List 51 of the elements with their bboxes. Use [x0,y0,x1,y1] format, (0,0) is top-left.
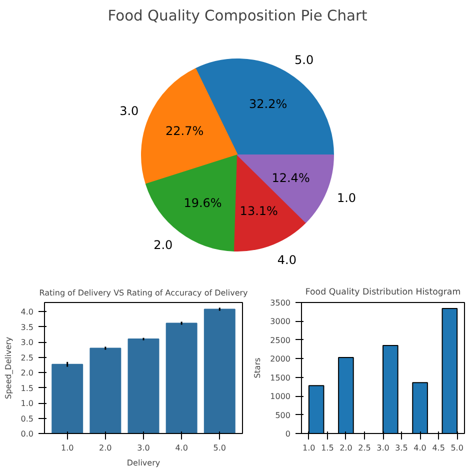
bar [128,338,160,434]
x-tick-label: 3.0 [376,444,390,452]
x-tick-label: 1.5 [321,444,334,452]
data-label: 12.4% [272,170,310,185]
y-tick-label: 0.0 [20,430,34,438]
data-label: 19.6% [184,196,222,210]
x-tick-label: 5.0 [213,444,226,452]
y-tick-label: 3.0 [20,338,34,348]
slice-label: 2.0 [154,238,173,252]
y-tick-label: 1000 [270,392,290,402]
bar [166,322,198,434]
bar [52,364,84,434]
x-axis-title: Delivery [126,458,160,468]
y-tick-label: 2.0 [20,368,34,378]
x-tick-label: 2.0 [99,444,112,452]
y-tick-label: 0.5 [20,414,34,424]
x-tick-label: 3.0 [137,444,150,452]
chart-title: Food Quality Composition Pie Chart [108,8,368,24]
chart-title: Food Quality Distribution Histogram [305,288,461,298]
x-tick-label: 4.5 [432,444,445,452]
x-tick-label: 3.5 [395,444,408,452]
y-tick-label: 1500 [270,373,290,382]
y-tick-label: 0 [285,430,291,438]
y-tick-label: 4.0 [20,308,34,317]
bar [204,308,236,434]
x-tick-label: 1.0 [302,444,316,452]
x-tick-label: 4.0 [175,444,188,452]
slice-label: 1.0 [336,191,356,206]
y-tick-label: 3500 [270,298,290,308]
y-tick-label: 2500 [270,336,290,345]
y-tick-label: 1.0 [20,399,34,408]
y-tick-label: 500 [275,410,291,420]
y-tick-label: 2000 [270,354,290,364]
x-tick-label: 4.0 [414,444,426,452]
y-axis-title: Stars [253,358,262,378]
x-tick-label: 2.5 [358,444,371,452]
x-tick-label: 1.0 [60,444,74,452]
slice-label: 5.0 [294,53,314,68]
x-tick-label: 5.0 [450,444,464,452]
y-tick-label: 3000 [270,317,290,326]
y-tick-label: 1.5 [20,384,34,393]
y-tick-label: 2.5 [20,353,34,362]
y-axis-title: Speed_Delivery [4,336,13,400]
chart-title: Rating of Delivery VS Rating of Accuracy of Delivery [39,288,248,298]
x-tick-label: 2.0 [340,444,352,452]
bar [90,348,122,434]
data-label: 13.1% [240,204,278,218]
data-label: 32.2% [248,96,288,111]
slice-label: 3.0 [120,104,139,118]
data-label: 22.7% [166,124,204,138]
y-tick-label: 3.5 [20,322,34,332]
